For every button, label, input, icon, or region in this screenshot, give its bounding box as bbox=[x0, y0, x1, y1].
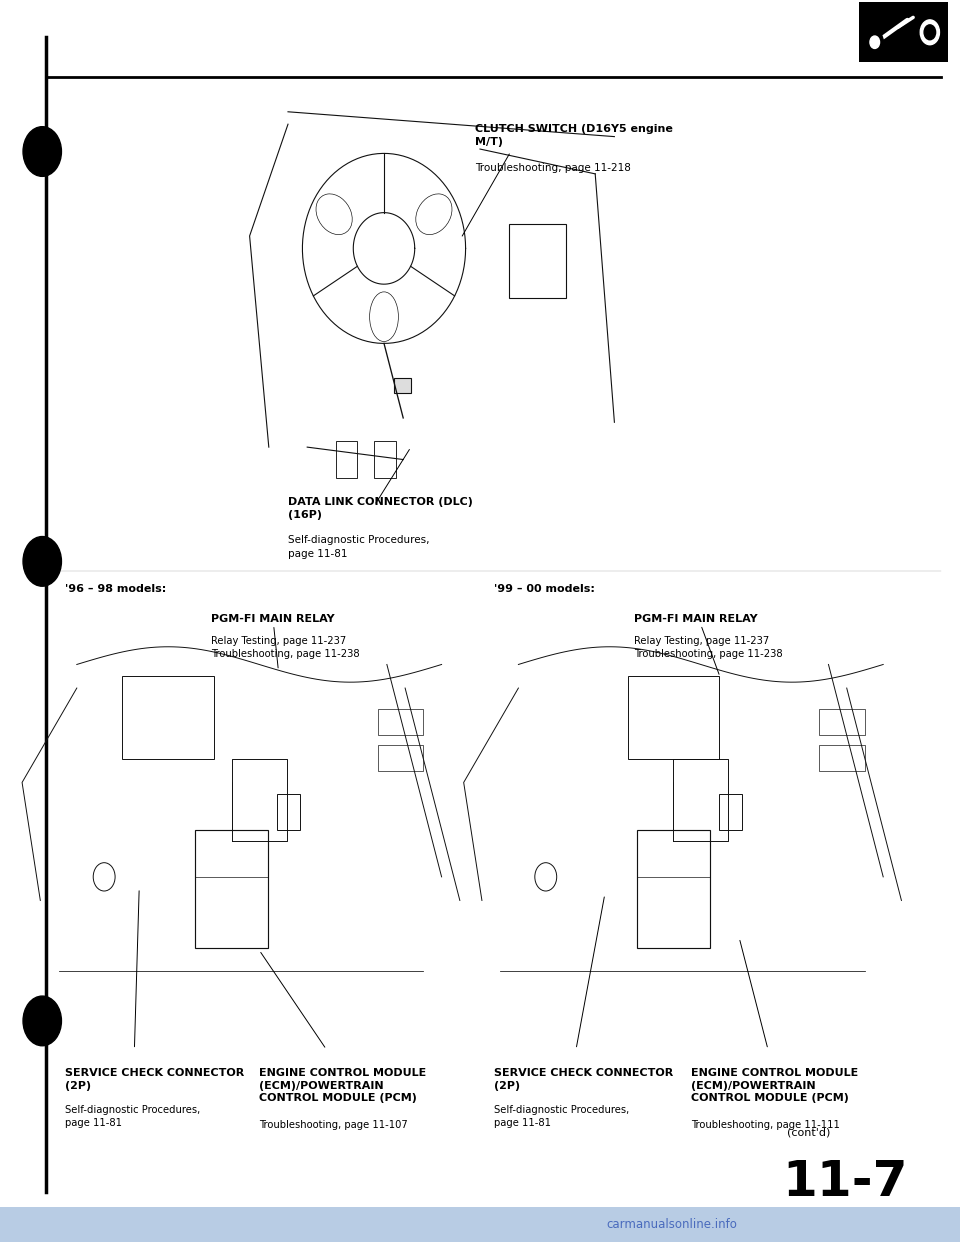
Text: Troubleshooting, page 11-218: Troubleshooting, page 11-218 bbox=[475, 163, 631, 173]
Circle shape bbox=[23, 537, 61, 586]
Text: Troubleshooting, page 11-107: Troubleshooting, page 11-107 bbox=[259, 1120, 408, 1130]
Bar bbox=[123, 676, 214, 759]
Text: '96 – 98 models:: '96 – 98 models: bbox=[65, 584, 166, 594]
Bar bbox=[509, 224, 566, 298]
Text: PGM-FI MAIN RELAY: PGM-FI MAIN RELAY bbox=[634, 614, 757, 623]
Bar bbox=[374, 441, 396, 478]
Bar bbox=[377, 745, 423, 770]
Bar bbox=[819, 745, 865, 770]
Circle shape bbox=[23, 996, 61, 1046]
Bar bbox=[377, 709, 423, 735]
Text: Self-diagnostic Procedures,
page 11-81: Self-diagnostic Procedures, page 11-81 bbox=[288, 535, 429, 559]
Bar bbox=[637, 830, 709, 948]
Bar bbox=[336, 441, 357, 478]
Bar bbox=[719, 795, 742, 830]
Bar bbox=[196, 830, 269, 948]
Text: ENGINE CONTROL MODULE
(ECM)/POWERTRAIN
CONTROL MODULE (PCM): ENGINE CONTROL MODULE (ECM)/POWERTRAIN C… bbox=[691, 1068, 858, 1103]
Text: Troubleshooting, page 11-111: Troubleshooting, page 11-111 bbox=[691, 1120, 840, 1130]
Bar bbox=[394, 378, 411, 392]
Text: PGM-FI MAIN RELAY: PGM-FI MAIN RELAY bbox=[211, 614, 335, 623]
Circle shape bbox=[23, 127, 61, 176]
Bar bbox=[277, 795, 300, 830]
Circle shape bbox=[866, 31, 883, 53]
Circle shape bbox=[870, 36, 879, 48]
Text: Self-diagnostic Procedures,
page 11-81: Self-diagnostic Procedures, page 11-81 bbox=[65, 1105, 201, 1128]
Text: SERVICE CHECK CONNECTOR
(2P): SERVICE CHECK CONNECTOR (2P) bbox=[65, 1068, 245, 1090]
Bar bbox=[628, 676, 719, 759]
Text: Self-diagnostic Procedures,
page 11-81: Self-diagnostic Procedures, page 11-81 bbox=[494, 1105, 630, 1128]
Bar bbox=[819, 709, 865, 735]
Text: carmanualsonline.info: carmanualsonline.info bbox=[607, 1218, 737, 1231]
Text: CLUTCH SWITCH (D16Y5 engine
M/T): CLUTCH SWITCH (D16Y5 engine M/T) bbox=[475, 124, 673, 148]
Text: '99 – 00 models:: '99 – 00 models: bbox=[494, 584, 595, 594]
Bar bbox=[0, 1207, 960, 1242]
Bar bbox=[859, 2, 948, 62]
Circle shape bbox=[921, 20, 940, 45]
Text: Relay Testing, page 11-237
Troubleshooting, page 11-238: Relay Testing, page 11-237 Troubleshooti… bbox=[634, 636, 782, 660]
Text: (cont'd): (cont'd) bbox=[787, 1128, 830, 1138]
Text: Relay Testing, page 11-237
Troubleshooting, page 11-238: Relay Testing, page 11-237 Troubleshooti… bbox=[211, 636, 360, 660]
Text: ENGINE CONTROL MODULE
(ECM)/POWERTRAIN
CONTROL MODULE (PCM): ENGINE CONTROL MODULE (ECM)/POWERTRAIN C… bbox=[259, 1068, 426, 1103]
Text: 11-7: 11-7 bbox=[782, 1159, 907, 1206]
Text: SERVICE CHECK CONNECTOR
(2P): SERVICE CHECK CONNECTOR (2P) bbox=[494, 1068, 674, 1090]
Circle shape bbox=[924, 25, 936, 40]
Text: DATA LINK CONNECTOR (DLC)
(16P): DATA LINK CONNECTOR (DLC) (16P) bbox=[288, 497, 473, 520]
